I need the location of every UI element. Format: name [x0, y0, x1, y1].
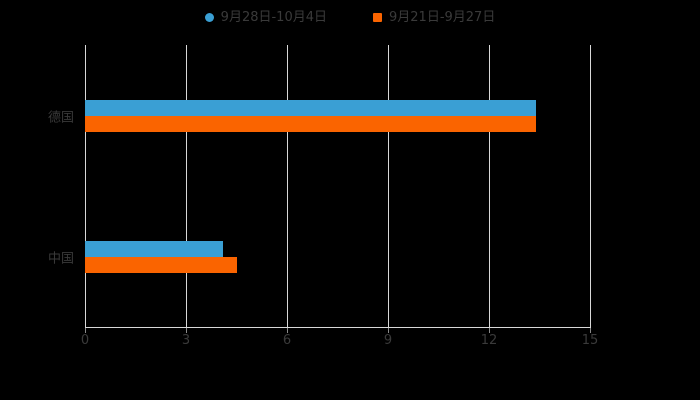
legend-marker-icon-series-0 [204, 12, 214, 22]
x-tick-label-15: 15 [581, 333, 599, 348]
x-tick-6 [287, 328, 288, 333]
gridline-x-0 [85, 45, 86, 327]
y-category-label-0: 德国 [47, 110, 74, 125]
bar-0-1[interactable] [85, 115, 537, 132]
gridline-x-3 [186, 45, 187, 327]
x-tick-label-9: 9 [383, 333, 393, 348]
x-axis-line [85, 327, 591, 328]
legend-label-series-0: 9月28日-10月4日 [220, 9, 327, 25]
x-tick-0 [85, 328, 86, 333]
y-category-label-1: 中国 [47, 251, 74, 266]
x-tick-label-3: 3 [181, 333, 191, 348]
bar-0-0[interactable] [85, 99, 537, 116]
x-tick-label-0: 0 [80, 333, 90, 348]
legend-label-series-1: 9月21日-9月27日 [389, 9, 496, 25]
chart-legend: 9月28日-10月4日 9月21日-9月27日 [0, 4, 700, 30]
gridline-x-12 [489, 45, 490, 327]
gridline-x-6 [287, 45, 288, 327]
x-tick-9 [388, 328, 389, 333]
legend-item-series-0[interactable]: 9月28日-10月4日 [204, 9, 327, 25]
bar-1-0[interactable] [85, 240, 224, 257]
legend-marker-icon-series-1 [373, 12, 382, 22]
x-tick-label-6: 6 [282, 333, 292, 348]
gridline-x-15 [590, 45, 591, 327]
plot-area [85, 45, 591, 327]
legend-item-series-1[interactable]: 9月21日-9月27日 [373, 11, 495, 24]
x-tick-15 [590, 328, 591, 333]
gridline-x-9 [388, 45, 389, 327]
x-tick-12 [489, 328, 490, 333]
x-tick-label-12: 12 [480, 333, 498, 348]
x-tick-3 [186, 328, 187, 333]
bar-1-1[interactable] [85, 256, 237, 273]
